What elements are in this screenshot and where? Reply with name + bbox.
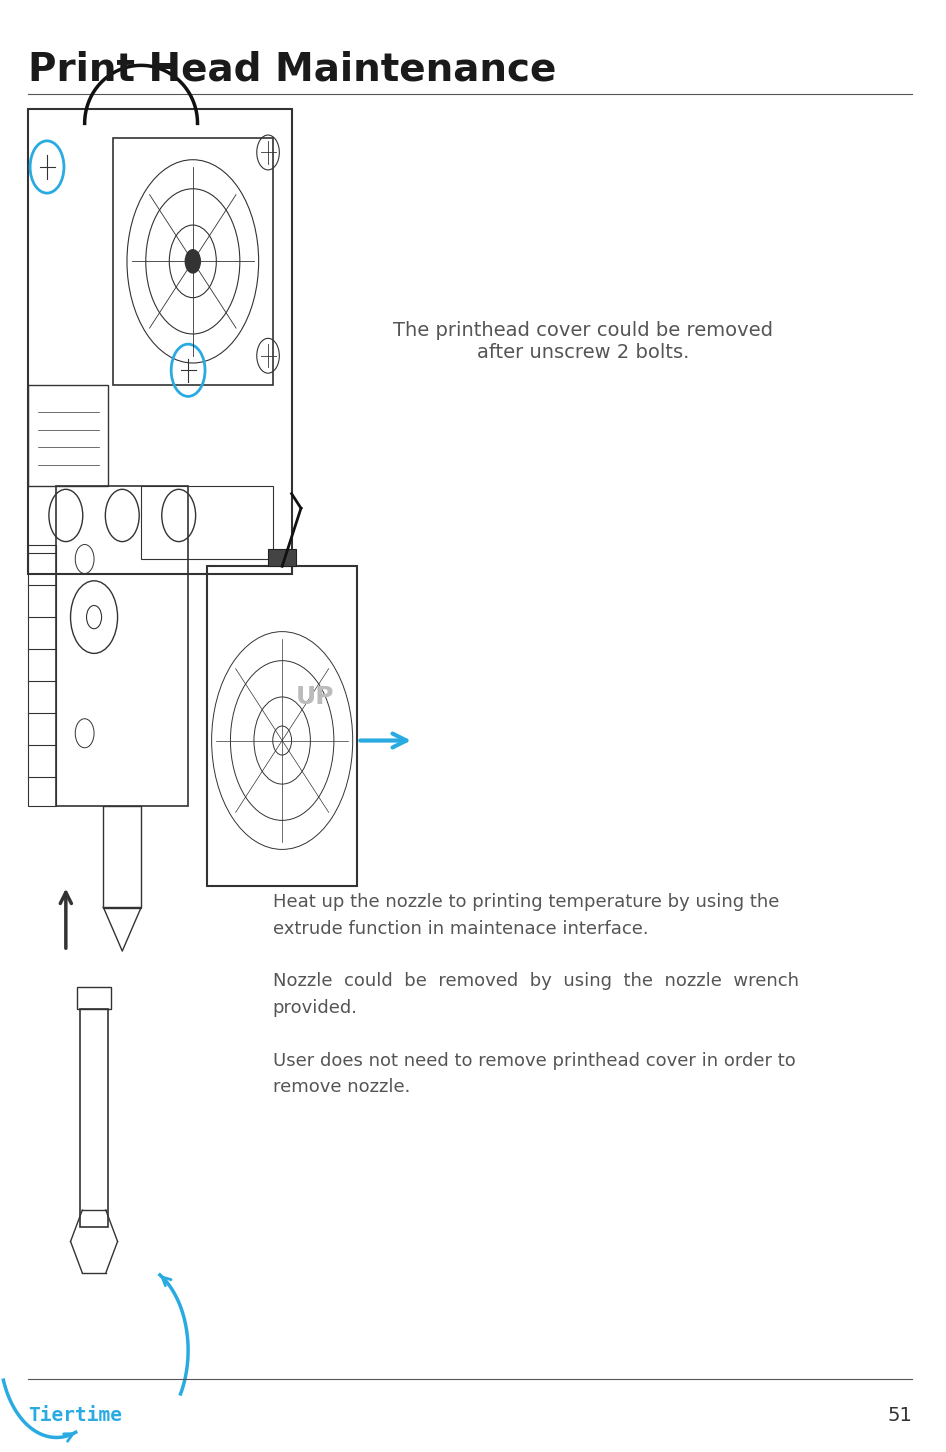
Circle shape	[185, 250, 201, 273]
Text: The printhead cover could be removed
after unscrew 2 bolts.: The printhead cover could be removed aft…	[394, 321, 773, 362]
Text: Print Head Maintenance: Print Head Maintenance	[28, 51, 556, 89]
Bar	[80, 1009, 108, 1227]
Bar	[78, 987, 111, 1009]
Bar	[141, 486, 272, 559]
Bar	[207, 566, 358, 886]
Bar	[28, 544, 57, 806]
Bar	[28, 385, 108, 486]
Text: 51: 51	[887, 1406, 912, 1426]
Text: UP: UP	[296, 685, 334, 709]
Text: Tiertime: Tiertime	[28, 1406, 122, 1426]
Bar	[268, 549, 296, 566]
Bar	[57, 486, 188, 806]
Text: Heat up the nozzle to printing temperature by using the
extrude function in main: Heat up the nozzle to printing temperatu…	[272, 893, 798, 1096]
Bar	[103, 806, 141, 908]
Bar	[28, 109, 291, 574]
Bar	[113, 138, 272, 385]
